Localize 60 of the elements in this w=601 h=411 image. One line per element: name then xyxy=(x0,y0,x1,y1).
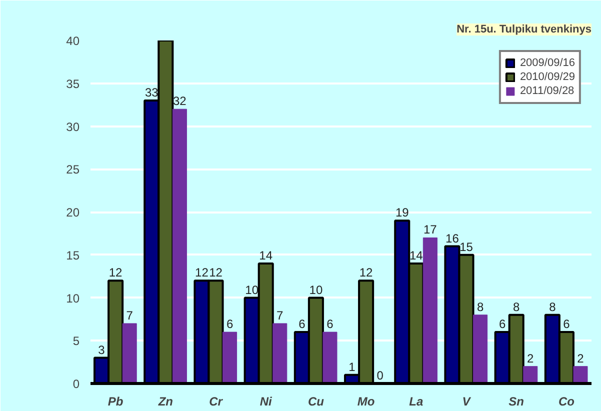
data-label: 10 xyxy=(309,282,323,297)
y-tick-label: 15 xyxy=(66,248,80,262)
y-tick-label: 35 xyxy=(66,76,80,91)
x-tick-label: Pb xyxy=(108,394,124,408)
bar xyxy=(122,323,137,384)
data-label: 6 xyxy=(326,317,334,332)
y-tick-label: 10 xyxy=(66,291,80,306)
data-label: 7 xyxy=(276,308,284,322)
bar xyxy=(272,323,288,384)
data-label: 10 xyxy=(245,282,259,297)
bar xyxy=(573,366,588,384)
x-tick-label: Cu xyxy=(308,394,325,408)
x-tick-label: Cr xyxy=(209,394,224,408)
data-label: 6 xyxy=(498,317,506,332)
bar xyxy=(172,108,187,384)
legend-label: 2010/09/29 xyxy=(520,70,575,84)
data-label: 6 xyxy=(563,317,570,332)
legend-label: 2009/09/16 xyxy=(520,56,575,70)
x-tick-label: La xyxy=(409,394,424,408)
bar xyxy=(422,237,438,384)
data-label: 6 xyxy=(298,317,306,332)
data-label: 14 xyxy=(259,248,273,262)
data-label: 14 xyxy=(409,248,424,262)
chart-title: Nr. 15u. Tulpiku tvenkinys xyxy=(456,24,592,36)
data-label: 17 xyxy=(424,222,438,237)
x-tick-label: Ni xyxy=(260,394,273,408)
data-label: 8 xyxy=(476,300,484,314)
y-tick-label: 5 xyxy=(72,334,80,348)
data-label: 12 xyxy=(359,266,374,280)
data-label: 8 xyxy=(549,300,556,314)
x-tick-label: V xyxy=(462,394,472,408)
data-label: 1 xyxy=(348,360,356,374)
y-tick-label: 40 xyxy=(66,34,80,48)
data-label: 2 xyxy=(577,351,584,366)
y-tick-label: 30 xyxy=(66,120,80,134)
data-label: 2 xyxy=(527,351,534,366)
bar xyxy=(523,366,538,384)
legend-label: 2011/09/28 xyxy=(520,84,574,98)
data-label: 15 xyxy=(460,240,474,254)
x-tick-label: Mo xyxy=(357,394,375,408)
data-label: 7 xyxy=(126,308,134,322)
bar xyxy=(322,332,338,384)
x-tick-label: Sn xyxy=(508,394,524,408)
data-label: 8 xyxy=(513,300,520,314)
bar xyxy=(222,332,238,384)
bar xyxy=(473,314,488,384)
x-tick-label: Zn xyxy=(157,394,173,408)
data-label: 16 xyxy=(446,231,460,246)
data-label: 12 xyxy=(108,266,123,280)
x-tick-label: Co xyxy=(558,394,574,408)
y-tick-label: 0 xyxy=(72,377,80,391)
data-label: 0 xyxy=(376,368,384,382)
data-label: 6 xyxy=(226,317,234,332)
data-label: 12 xyxy=(209,266,223,280)
y-tick-label: 25 xyxy=(66,162,80,177)
data-label: 19 xyxy=(395,206,410,220)
y-tick-label: 20 xyxy=(66,206,80,220)
data-label: 32 xyxy=(173,94,187,108)
data-label: 3 xyxy=(98,342,106,357)
data-label: 12 xyxy=(195,266,209,280)
